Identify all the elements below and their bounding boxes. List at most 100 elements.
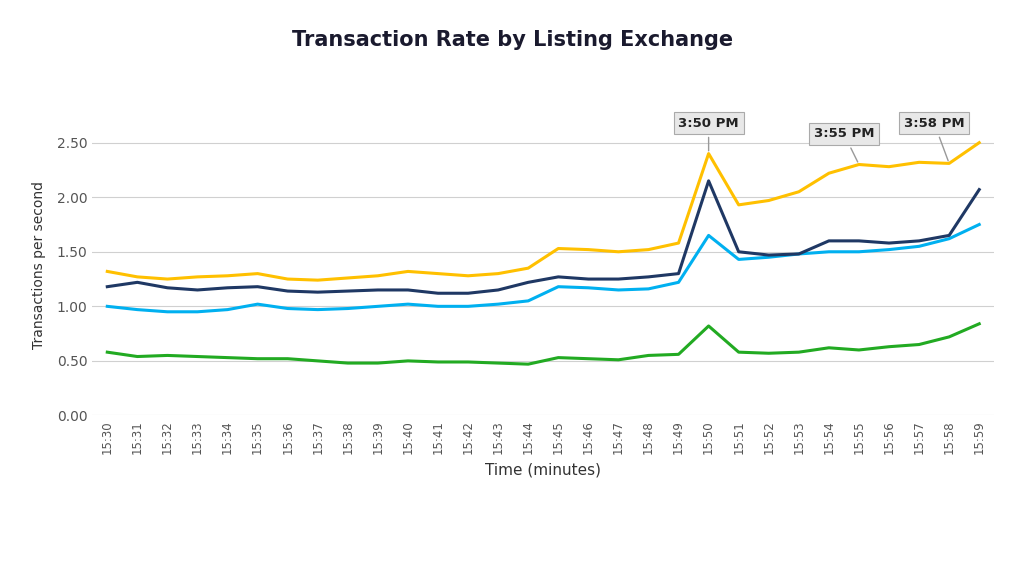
- Nasdaq: [492, 270, 504, 277]
- Y-axis label: Transactions per second: Transactions per second: [32, 181, 45, 350]
- NYSE ARCA: [792, 250, 805, 257]
- Nasdaq: [372, 272, 384, 279]
- BZX: [853, 347, 865, 354]
- Nasdaq: [131, 273, 144, 280]
- NYSE ARCA: [492, 287, 504, 294]
- Nasdaq: [612, 248, 624, 255]
- NYSE: [853, 248, 865, 255]
- Line: NYSE: NYSE: [108, 224, 979, 312]
- NYSE ARCA: [432, 290, 444, 297]
- NYSE ARCA: [372, 287, 384, 294]
- NYSE: [402, 301, 414, 308]
- Nasdaq: [823, 170, 835, 177]
- NYSE: [823, 248, 835, 255]
- NYSE ARCA: [973, 186, 985, 193]
- NYSE ARCA: [161, 284, 173, 291]
- Nasdaq: [792, 188, 805, 195]
- NYSE ARCA: [552, 273, 565, 280]
- BZX: [341, 359, 354, 366]
- BZX: [161, 352, 173, 359]
- Nasdaq: [251, 270, 263, 277]
- NYSE ARCA: [312, 288, 324, 295]
- BZX: [643, 352, 655, 359]
- NYSE: [492, 301, 504, 308]
- Text: Transaction Rate by Listing Exchange: Transaction Rate by Listing Exchange: [292, 31, 733, 50]
- BZX: [402, 357, 414, 364]
- NYSE: [312, 306, 324, 313]
- BZX: [763, 350, 775, 357]
- NYSE: [372, 303, 384, 310]
- Nasdaq: [161, 276, 173, 283]
- NYSE ARCA: [282, 287, 294, 294]
- BZX: [131, 353, 144, 360]
- NYSE: [341, 305, 354, 312]
- NYSE: [522, 297, 534, 304]
- Nasdaq: [733, 201, 745, 208]
- NYSE: [251, 301, 263, 308]
- NYSE: [702, 232, 714, 239]
- NYSE: [643, 286, 655, 293]
- BZX: [251, 355, 263, 362]
- Nasdaq: [402, 268, 414, 275]
- Nasdaq: [101, 268, 114, 275]
- Nasdaq: [672, 239, 685, 246]
- BZX: [733, 349, 745, 355]
- BZX: [973, 320, 985, 327]
- Line: NYSE ARCA: NYSE ARCA: [108, 181, 979, 293]
- NYSE ARCA: [672, 270, 685, 277]
- Nasdaq: [192, 273, 204, 280]
- Nasdaq: [522, 265, 534, 272]
- BZX: [492, 359, 504, 366]
- BZX: [101, 349, 114, 355]
- Nasdaq: [282, 276, 294, 283]
- NYSE ARCA: [221, 284, 234, 291]
- NYSE: [792, 250, 805, 257]
- BZX: [432, 358, 444, 365]
- NYSE: [131, 306, 144, 313]
- Nasdaq: [883, 163, 895, 170]
- NYSE: [282, 305, 294, 312]
- Text: 3:50 PM: 3:50 PM: [679, 117, 739, 151]
- Line: BZX: BZX: [108, 324, 979, 364]
- BZX: [221, 354, 234, 361]
- NYSE ARCA: [763, 252, 775, 258]
- Nasdaq: [702, 150, 714, 157]
- NYSE: [733, 256, 745, 263]
- Nasdaq: [973, 139, 985, 146]
- NYSE: [672, 279, 685, 286]
- NYSE ARCA: [823, 237, 835, 244]
- BZX: [702, 323, 714, 329]
- BZX: [612, 357, 624, 364]
- BZX: [913, 341, 926, 348]
- NYSE: [462, 303, 475, 310]
- NYSE ARCA: [702, 177, 714, 184]
- Nasdaq: [552, 245, 565, 252]
- BZX: [552, 354, 565, 361]
- NYSE: [763, 254, 775, 261]
- NYSE: [101, 303, 114, 310]
- NYSE ARCA: [251, 283, 263, 290]
- Nasdaq: [312, 277, 324, 284]
- Nasdaq: [341, 275, 354, 282]
- BZX: [792, 349, 805, 355]
- NYSE ARCA: [643, 273, 655, 280]
- NYSE ARCA: [462, 290, 475, 297]
- NYSE ARCA: [101, 283, 114, 290]
- Nasdaq: [853, 161, 865, 168]
- NYSE ARCA: [853, 237, 865, 244]
- Text: 3:58 PM: 3:58 PM: [904, 117, 965, 161]
- Nasdaq: [221, 272, 234, 279]
- Nasdaq: [643, 246, 655, 253]
- NYSE ARCA: [943, 232, 955, 239]
- NYSE: [612, 287, 624, 294]
- Nasdaq: [432, 270, 444, 277]
- NYSE: [582, 284, 594, 291]
- BZX: [462, 358, 475, 365]
- BZX: [943, 334, 955, 340]
- NYSE ARCA: [522, 279, 534, 286]
- BZX: [823, 344, 835, 351]
- BZX: [312, 357, 324, 364]
- BZX: [192, 353, 204, 360]
- Text: 3:55 PM: 3:55 PM: [814, 128, 874, 162]
- NYSE ARCA: [192, 287, 204, 294]
